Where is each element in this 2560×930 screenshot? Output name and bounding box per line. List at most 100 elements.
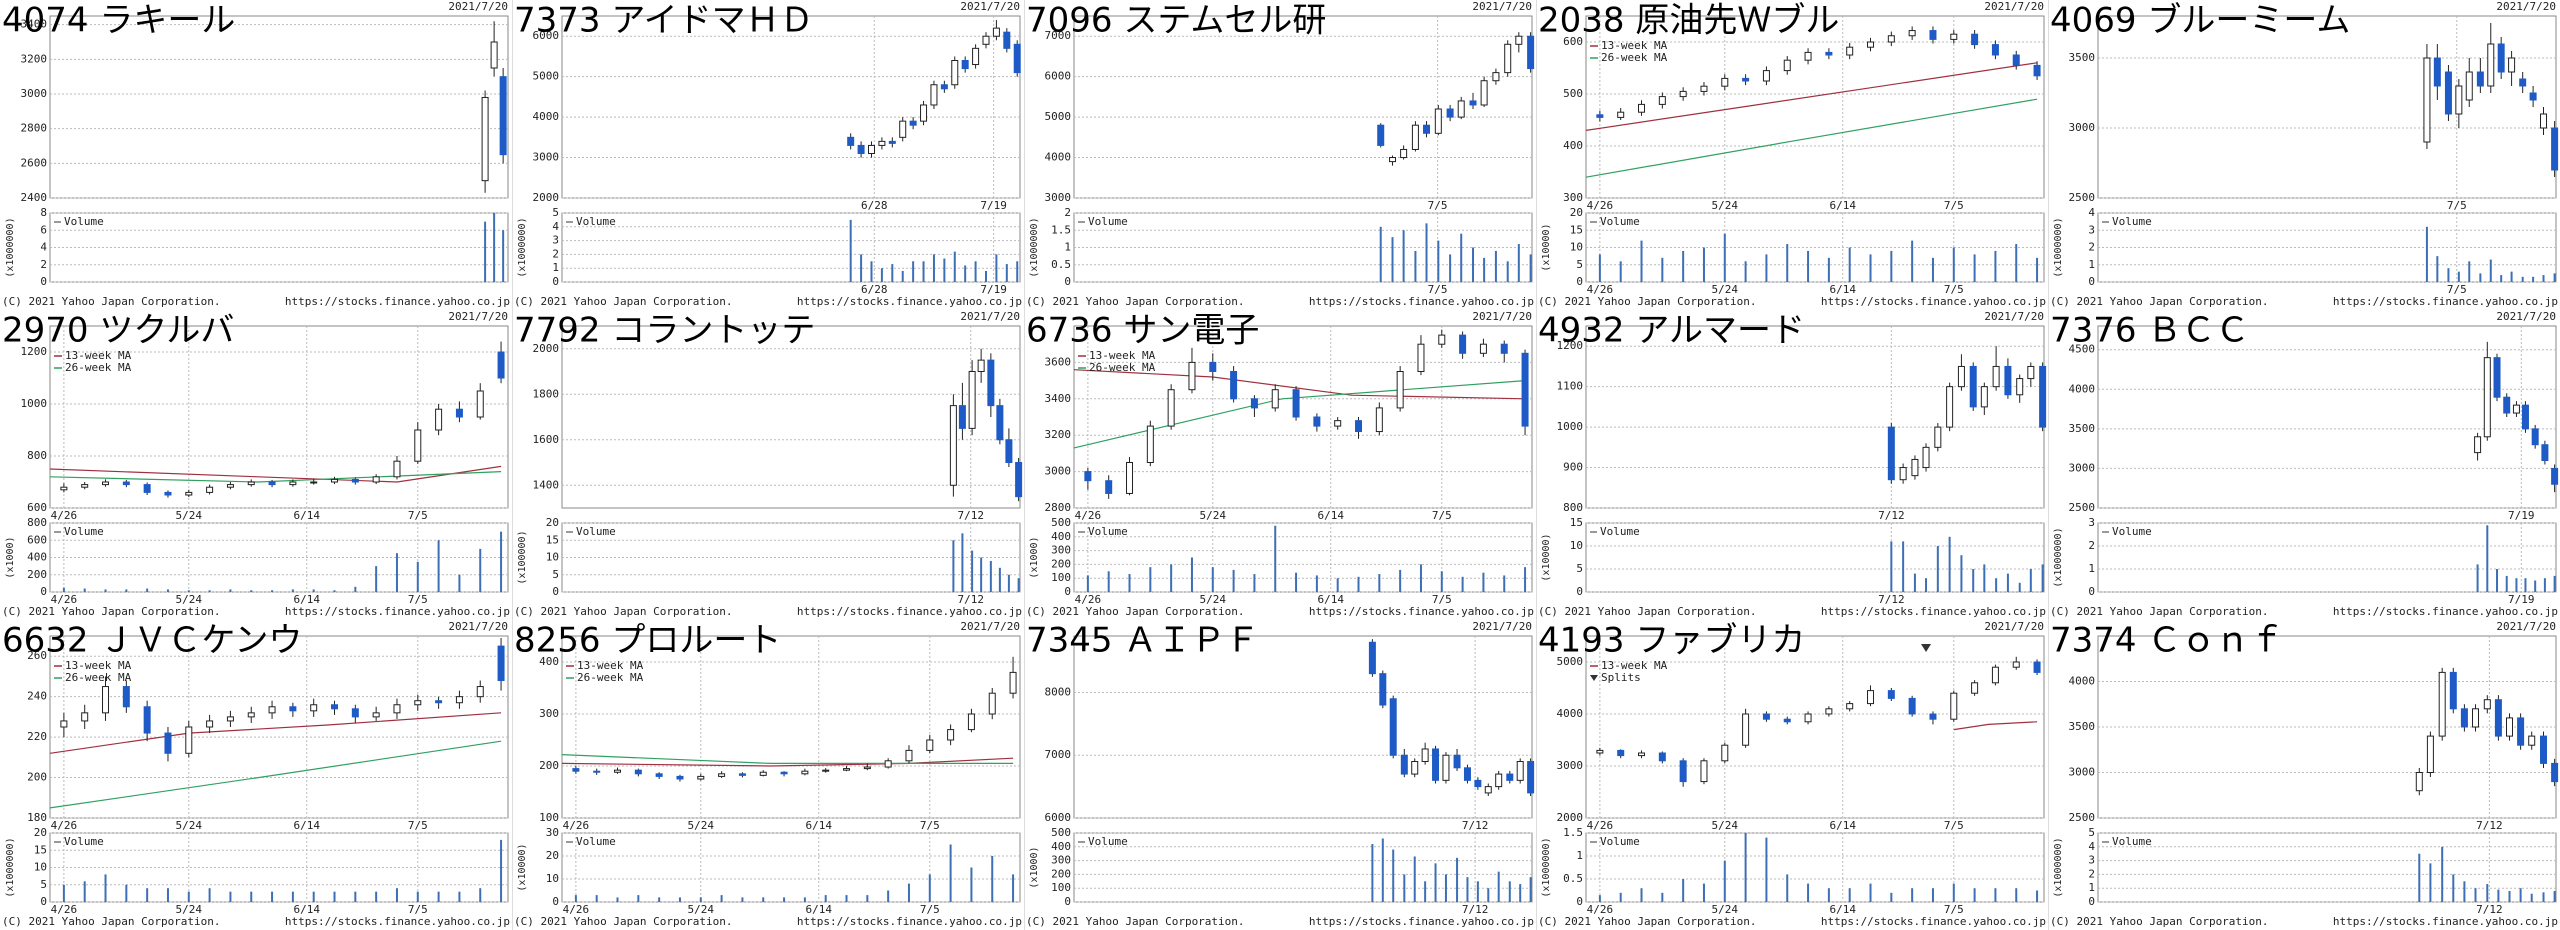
- y-tick-label: 3000: [2069, 461, 2096, 474]
- volume-bar: [229, 589, 232, 592]
- candle-body: [1442, 754, 1450, 781]
- volume-bar: [2436, 256, 2439, 282]
- y-tick-label: 2500: [2069, 191, 2096, 204]
- candle-body: [1700, 85, 1708, 92]
- volume-bar: [1983, 564, 1986, 592]
- date-label: 2021/7/20: [960, 310, 1020, 323]
- volume-axis-label: (x100000): [517, 530, 528, 584]
- candle-body: [143, 706, 151, 734]
- y-tick-label: 3200: [1045, 428, 1072, 441]
- candle-body: [1126, 462, 1134, 494]
- candle-body: [1368, 641, 1376, 675]
- volume-bar: [678, 897, 681, 902]
- volume-bar: [1392, 849, 1395, 902]
- candle-body: [2012, 661, 2020, 668]
- y-tick-label: 6000: [533, 29, 560, 42]
- volume-bar: [2508, 890, 2511, 902]
- y-tick-label: 1000: [21, 397, 48, 410]
- y-tick-label: 2400: [21, 191, 48, 204]
- volume-tick-label: 8: [40, 206, 47, 219]
- volume-bar: [952, 540, 955, 592]
- volume-tick-label: 500: [1051, 516, 1071, 529]
- volume-bar: [2553, 890, 2556, 902]
- volume-bar: [187, 590, 190, 592]
- volume-legend: Volume: [2112, 835, 2152, 848]
- candle-body: [920, 104, 928, 122]
- candle-body: [1446, 108, 1454, 118]
- x-tick-label: 6/14: [806, 819, 833, 832]
- volume-bar: [1827, 257, 1830, 282]
- y-tick-label: 2800: [1045, 501, 1072, 514]
- candle-body: [1515, 35, 1523, 45]
- volume-bar: [2542, 275, 2545, 282]
- candle-body: [1250, 398, 1258, 409]
- legend-label: 13-week MA: [577, 659, 644, 672]
- date-label: 2021/7/20: [1984, 620, 2044, 633]
- candle-body: [1438, 334, 1446, 345]
- candle-body: [2426, 735, 2434, 773]
- y-tick-label: 2000: [1557, 811, 1584, 824]
- volume-bar: [616, 897, 619, 902]
- candle-body: [206, 486, 214, 493]
- volume-bar: [2418, 853, 2421, 902]
- volume-bar: [484, 221, 487, 282]
- price-panel: [2097, 15, 2557, 199]
- candle-body: [1003, 31, 1011, 49]
- candle-body: [1434, 108, 1442, 134]
- x-tick-label: 5/24: [1200, 509, 1227, 522]
- volume-bar: [1827, 888, 1830, 902]
- candle-body: [1846, 46, 1854, 56]
- x-tick-label: 5/24: [1712, 283, 1739, 296]
- moving-average: [1073, 380, 1526, 449]
- volume-tick-label: 200: [1051, 557, 1071, 570]
- volume-bar: [1403, 874, 1406, 902]
- candle-body: [2016, 378, 2024, 396]
- volume-bar: [901, 270, 904, 282]
- volume-tick-label: 1: [1064, 241, 1071, 254]
- source-url: https://stocks.finance.yahoo.co.jp: [1821, 295, 2046, 308]
- candle-body: [1617, 111, 1625, 118]
- volume-tick-label: 30: [546, 826, 559, 839]
- x-tick-label: 7/19: [980, 283, 1007, 296]
- volume-bar: [437, 891, 440, 902]
- legend-label: 26-week MA: [1089, 361, 1156, 374]
- y-tick-label: 400: [539, 655, 559, 668]
- candle-body: [1400, 754, 1408, 775]
- volume-legend: Volume: [576, 835, 616, 848]
- volume-bar: [250, 891, 253, 902]
- candle-body: [2033, 661, 2041, 673]
- split-marker: [1921, 644, 1932, 652]
- volume-bar: [1702, 883, 1705, 902]
- volume-bar: [1890, 541, 1893, 592]
- candle-body: [1009, 671, 1017, 694]
- y-tick-label: 300: [1563, 191, 1583, 204]
- volume-bar: [1911, 240, 1914, 282]
- candle-body: [905, 749, 913, 762]
- candle-body: [1991, 44, 1999, 56]
- volume-bar: [1357, 576, 1360, 592]
- volume-legend: Volume: [1600, 215, 1640, 228]
- volume-bar: [146, 588, 149, 592]
- candle-body: [481, 96, 489, 182]
- candle-body: [1379, 673, 1387, 706]
- y-tick-label: 7000: [1045, 29, 1072, 42]
- x-tick-label: 7/5: [1944, 819, 1964, 832]
- volume-bar: [1925, 578, 1928, 592]
- y-tick-label: 800: [27, 449, 47, 462]
- volume-bar: [2500, 275, 2503, 282]
- candle-body: [1658, 96, 1666, 105]
- volume-tick-label: 0: [1576, 275, 1583, 288]
- candle-body: [2472, 708, 2480, 728]
- candle-body: [884, 760, 892, 768]
- x-tick-label: 7/12: [1462, 903, 1489, 916]
- copyright: (C) 2021 Yahoo Japan Corporation.: [1538, 295, 1757, 308]
- volume-tick-label: 4: [552, 220, 559, 233]
- volume-bar: [291, 589, 294, 592]
- volume-bar: [1506, 261, 1509, 282]
- candle-body: [1679, 90, 1687, 98]
- volume-bar: [1128, 574, 1131, 592]
- y-tick-label: 3500: [2069, 720, 2096, 733]
- volume-legend: Volume: [1088, 215, 1128, 228]
- volume-bar: [1399, 569, 1402, 592]
- volume-tick-label: 0: [552, 275, 559, 288]
